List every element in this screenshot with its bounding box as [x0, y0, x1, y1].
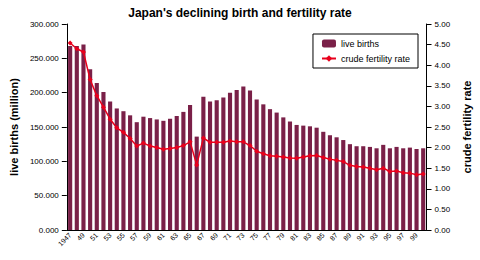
svg-text:73: 73: [235, 231, 246, 242]
svg-text:67: 67: [195, 231, 206, 242]
svg-text:3.00: 3.00: [435, 102, 451, 111]
svg-text:Japan's declining birth and fe: Japan's declining birth and fertility ra…: [128, 6, 352, 20]
svg-text:99: 99: [409, 231, 420, 242]
svg-text:83: 83: [302, 231, 313, 242]
svg-text:crude fertility rate: crude fertility rate: [461, 81, 473, 174]
svg-text:0.50: 0.50: [435, 205, 451, 214]
svg-text:50.000: 50.000: [34, 191, 59, 200]
svg-text:crude fertility rate: crude fertility rate: [341, 54, 410, 64]
svg-text:1.00: 1.00: [435, 184, 451, 193]
svg-text:97: 97: [395, 231, 406, 242]
svg-text:1.50: 1.50: [435, 164, 451, 173]
svg-text:65: 65: [182, 231, 193, 242]
svg-text:150.000: 150.000: [30, 123, 59, 132]
svg-text:53: 53: [102, 231, 113, 242]
svg-text:2.00: 2.00: [435, 143, 451, 152]
svg-text:4.00: 4.00: [435, 61, 451, 70]
svg-text:100.000: 100.000: [30, 157, 59, 166]
svg-text:51: 51: [89, 231, 100, 242]
svg-text:61: 61: [155, 231, 166, 242]
svg-text:55: 55: [115, 231, 126, 242]
svg-text:79: 79: [275, 231, 286, 242]
svg-text:91: 91: [355, 231, 366, 242]
svg-text:300.000: 300.000: [30, 20, 59, 29]
svg-text:81: 81: [289, 231, 300, 242]
svg-text:5.00: 5.00: [435, 20, 451, 29]
svg-text:93: 93: [369, 231, 380, 242]
svg-text:87: 87: [329, 231, 340, 242]
svg-text:89: 89: [342, 231, 353, 242]
svg-text:2.50: 2.50: [435, 123, 451, 132]
svg-text:0.00: 0.00: [435, 226, 451, 235]
svg-text:75: 75: [249, 231, 260, 242]
svg-text:57: 57: [129, 231, 140, 242]
svg-text:3.50: 3.50: [435, 81, 451, 90]
svg-text:71: 71: [222, 231, 233, 242]
svg-text:49: 49: [75, 231, 86, 242]
svg-text:250.000: 250.000: [30, 54, 59, 63]
svg-text:63: 63: [169, 231, 180, 242]
svg-text:85: 85: [315, 231, 326, 242]
svg-text:live births: live births: [341, 39, 380, 49]
svg-text:95: 95: [382, 231, 393, 242]
svg-text:69: 69: [209, 231, 220, 242]
svg-text:0.000: 0.000: [39, 226, 60, 235]
svg-text:200.000: 200.000: [30, 88, 59, 97]
svg-text:77: 77: [262, 231, 273, 242]
svg-text:4.50: 4.50: [435, 40, 451, 49]
svg-text:live births (million): live births (million): [8, 78, 20, 176]
svg-text:1947: 1947: [57, 231, 73, 247]
svg-text:59: 59: [142, 231, 153, 242]
